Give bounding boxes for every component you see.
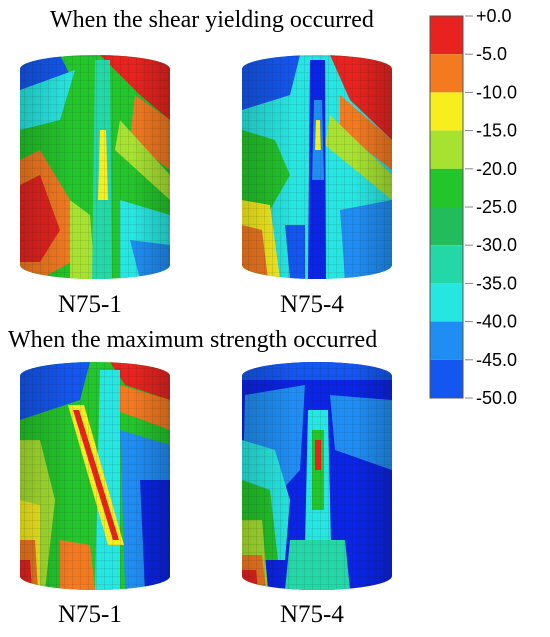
specimen-caption-n75-1-yield: N75-1 — [58, 291, 122, 318]
legend-level-label: -30.0 — [476, 235, 517, 255]
legend-color-band — [430, 283, 463, 322]
legend-level-label: -40.0 — [476, 312, 517, 332]
legend-color-band — [430, 321, 463, 360]
specimen-plot-n75-1-max — [20, 362, 170, 590]
legend-level-label: -25.0 — [476, 197, 517, 217]
legend-level-label: -10.0 — [476, 82, 517, 102]
legend-level-label: -50.0 — [476, 388, 517, 408]
legend-color-band — [430, 245, 463, 284]
legend-level-label: +0.0 — [476, 6, 512, 26]
specimen-caption-n75-1-max: N75-1 — [58, 601, 122, 628]
legend-color-band — [430, 168, 463, 207]
legend-level-label: -20.0 — [476, 159, 517, 179]
specimen-caption-n75-4-max: N75-4 — [280, 601, 344, 628]
heading-maximum-strength: When the maximum strength occurred — [8, 327, 378, 353]
legend-color-band — [430, 92, 463, 131]
heading-shear-yielding: When the shear yielding occurred — [50, 7, 374, 33]
legend-level-label: -5.0 — [476, 44, 507, 64]
legend-color-band — [430, 130, 463, 169]
legend-frame — [429, 15, 464, 399]
legend-color-band — [430, 359, 463, 398]
specimen-plot-n75-1-yield — [20, 55, 170, 279]
legend-color-band — [430, 207, 463, 246]
legend-color-band — [430, 16, 463, 55]
specimen-plot-n75-4-max — [242, 362, 392, 590]
specimen-caption-n75-4-yield: N75-4 — [280, 291, 344, 318]
legend-level-label: -15.0 — [476, 121, 517, 141]
legend-color-band — [430, 54, 463, 93]
legend-level-label: -45.0 — [476, 350, 517, 370]
legend-level-label: -35.0 — [476, 273, 517, 293]
specimen-plot-n75-4-yield — [242, 55, 392, 279]
